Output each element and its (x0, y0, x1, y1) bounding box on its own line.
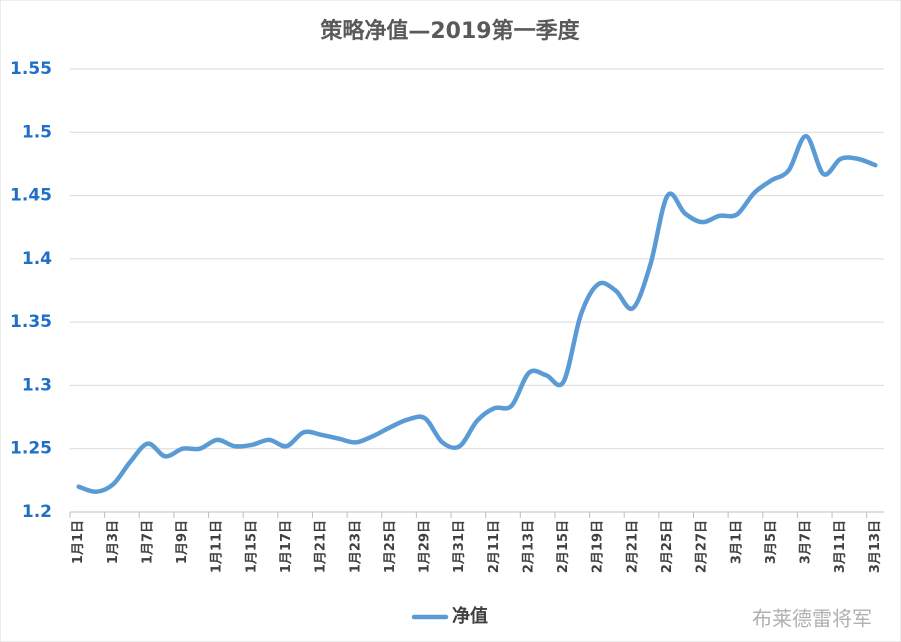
x-tick-label: 3月1日 (729, 520, 744, 564)
y-tick-label: 1.5 (22, 122, 52, 142)
x-tick-label: 3月5日 (764, 520, 779, 564)
x-tick-label: 2月13日 (521, 520, 536, 573)
x-tick-label: 3月11日 (833, 520, 848, 573)
x-tick-label: 1月23日 (348, 520, 363, 573)
y-tick-label: 1.45 (10, 186, 52, 206)
x-tick-label: 2月25日 (660, 520, 675, 573)
x-tick-label: 1月11日 (210, 520, 225, 573)
x-tick-label: 1月21日 (314, 520, 329, 573)
x-tick-label: 1月29日 (418, 520, 433, 573)
x-tick-label: 2月19日 (591, 520, 606, 573)
x-tick-label: 1月3日 (106, 520, 121, 564)
x-tick-label: 1月17日 (279, 520, 294, 573)
x-tick-label: 3月13日 (868, 520, 883, 573)
x-tick-label: 1月31日 (452, 520, 467, 573)
y-tick-label: 1.2 (22, 502, 52, 522)
x-tick-label: 2月21日 (625, 520, 640, 573)
x-tick-label: 1月15日 (244, 520, 259, 573)
y-tick-label: 1.35 (10, 312, 52, 332)
y-tick-label: 1.4 (22, 249, 52, 269)
line (76, 133, 878, 494)
y-tick-label: 1.3 (22, 375, 52, 395)
x-tick-label: 1月1日 (71, 520, 86, 564)
x-tick-label: 1月7日 (140, 520, 155, 564)
x-tick-label: 2月11日 (487, 520, 502, 573)
x-tick-label: 1月9日 (175, 520, 190, 564)
x-tick-label: 1月25日 (383, 520, 398, 573)
x-tick-label: 2月27日 (695, 520, 710, 573)
watermark: 布莱德雷将军 (752, 607, 872, 631)
chart-title: 策略净值—2019第一季度 (320, 18, 580, 44)
legend-label: 净值 (452, 605, 488, 627)
x-tick-label: 2月15日 (556, 520, 571, 573)
x-tick-label: 3月7日 (799, 520, 814, 564)
y-tick-label: 1.25 (10, 439, 52, 459)
y-tick-label: 1.55 (10, 59, 52, 79)
